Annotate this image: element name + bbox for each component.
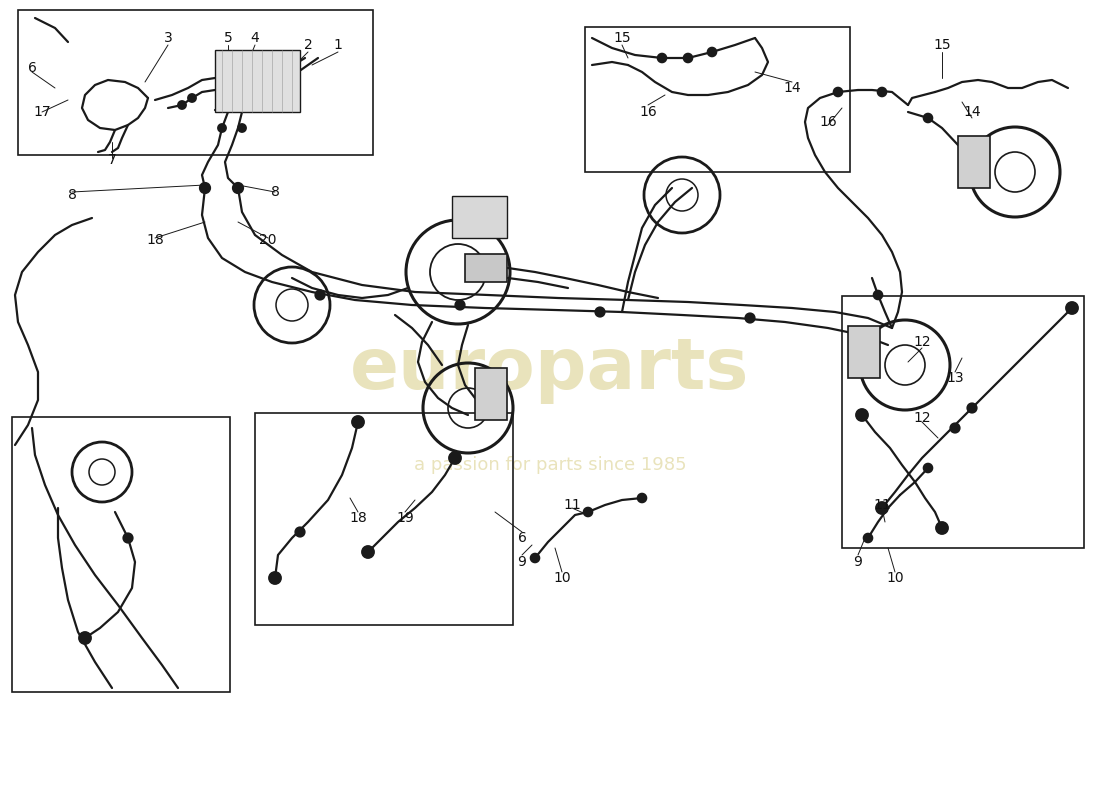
Circle shape: [1066, 302, 1078, 314]
Bar: [214, 50, 300, 112]
Circle shape: [856, 409, 868, 421]
Circle shape: [123, 534, 132, 542]
Bar: [958, 136, 990, 188]
Circle shape: [270, 572, 280, 584]
Circle shape: [950, 423, 959, 433]
Text: 18: 18: [349, 511, 367, 525]
Text: 5: 5: [223, 31, 232, 45]
Circle shape: [968, 403, 977, 413]
Text: 8: 8: [271, 185, 279, 199]
Text: 7: 7: [108, 153, 117, 167]
Circle shape: [296, 527, 305, 537]
Circle shape: [684, 54, 692, 62]
Text: 1: 1: [333, 38, 342, 52]
Text: 10: 10: [553, 571, 571, 585]
Text: 10: 10: [887, 571, 904, 585]
Circle shape: [239, 124, 245, 132]
Text: 19: 19: [396, 511, 414, 525]
Bar: [452, 196, 507, 238]
Text: 9: 9: [518, 555, 527, 569]
Text: 9: 9: [854, 555, 862, 569]
Text: 12: 12: [913, 335, 931, 349]
Text: 3: 3: [164, 31, 173, 45]
Bar: [465, 254, 507, 282]
Text: 17: 17: [33, 105, 51, 119]
Text: 6: 6: [518, 531, 527, 545]
Circle shape: [188, 94, 196, 102]
Circle shape: [658, 54, 667, 62]
Bar: [18, 10, 373, 155]
Text: europarts: europarts: [350, 335, 750, 405]
Bar: [475, 368, 507, 420]
Bar: [255, 413, 513, 625]
Text: 18: 18: [146, 233, 164, 247]
Text: 14: 14: [783, 81, 801, 95]
Circle shape: [449, 452, 461, 464]
Text: 12: 12: [913, 411, 931, 425]
Text: 15: 15: [613, 31, 630, 45]
Text: 2: 2: [304, 38, 312, 52]
Circle shape: [362, 546, 374, 558]
Bar: [585, 27, 850, 172]
Circle shape: [595, 307, 605, 317]
Bar: [12, 417, 230, 692]
Circle shape: [878, 88, 887, 96]
Circle shape: [200, 183, 210, 193]
Circle shape: [834, 88, 843, 96]
Text: 11: 11: [873, 498, 891, 512]
Text: 8: 8: [67, 188, 76, 202]
Bar: [842, 296, 1084, 548]
Text: 11: 11: [563, 498, 581, 512]
Circle shape: [746, 314, 755, 322]
Circle shape: [877, 502, 888, 514]
Circle shape: [584, 508, 592, 516]
Text: 16: 16: [639, 105, 657, 119]
Circle shape: [531, 554, 539, 562]
Circle shape: [924, 114, 932, 122]
Circle shape: [352, 416, 364, 428]
Text: 6: 6: [28, 61, 36, 75]
Text: 14: 14: [964, 105, 981, 119]
Circle shape: [79, 632, 91, 644]
Text: 13: 13: [946, 371, 964, 385]
Circle shape: [707, 48, 716, 56]
Circle shape: [924, 464, 932, 472]
Bar: [848, 326, 880, 378]
Circle shape: [864, 534, 872, 542]
Text: 4: 4: [251, 31, 260, 45]
Circle shape: [455, 301, 464, 310]
Circle shape: [316, 290, 324, 299]
Circle shape: [936, 522, 948, 534]
Circle shape: [638, 494, 646, 502]
Circle shape: [218, 124, 226, 132]
Text: 20: 20: [260, 233, 277, 247]
Circle shape: [873, 291, 882, 299]
Text: 15: 15: [933, 38, 950, 52]
Text: 16: 16: [820, 115, 837, 129]
Text: a passion for parts since 1985: a passion for parts since 1985: [414, 456, 686, 474]
Circle shape: [178, 101, 186, 109]
Circle shape: [233, 183, 243, 193]
